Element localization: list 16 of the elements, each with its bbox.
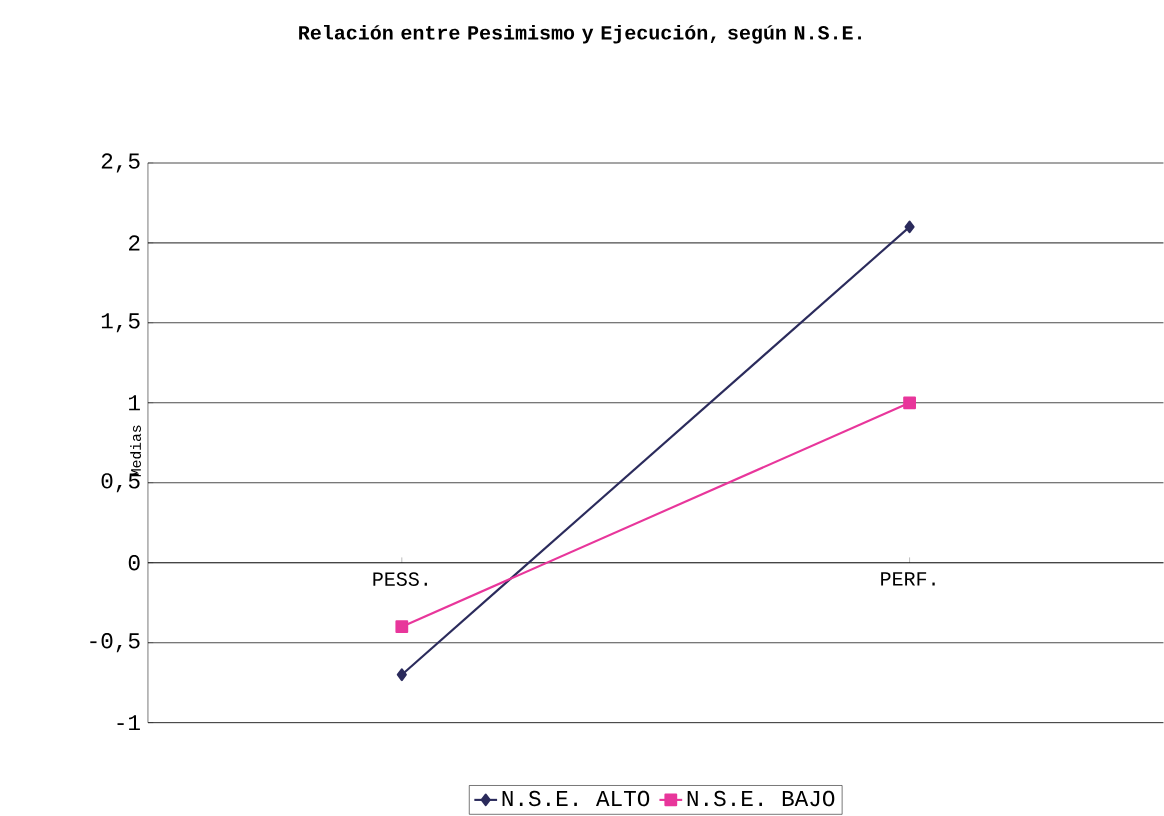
legend-label: N.S.E. ALTO (502, 791, 650, 807)
y-tick-label: 2 (129, 235, 140, 251)
x-tick-label: PERF. (881, 572, 935, 586)
y-tick-label: 0 (128, 555, 140, 571)
point (395, 620, 409, 634)
y-tick-label: -1 (117, 715, 140, 731)
legend-label: N.S.E. BAJO (687, 791, 835, 807)
y-tick-label: -0,5 (90, 633, 140, 653)
chart-title: Relación entre Pesimismo y Ejecución, según N.S.E. (299, 25, 861, 44)
y-tick-label: 1,5 (101, 313, 140, 333)
point (396, 668, 407, 682)
y-tick-label: 1 (129, 395, 140, 411)
point (904, 220, 915, 234)
y-tick-label: 2,5 (101, 153, 140, 173)
point (903, 396, 916, 410)
x-tick-label: PESS. (373, 572, 427, 587)
